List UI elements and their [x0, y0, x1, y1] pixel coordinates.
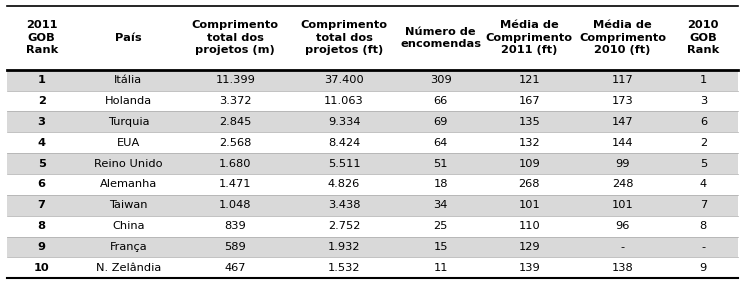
Text: França: França	[110, 242, 148, 252]
Text: -: -	[701, 242, 706, 252]
Text: Média de
Comprimento
2010 (ft): Média de Comprimento 2010 (ft)	[579, 20, 666, 55]
Text: 589: 589	[224, 242, 246, 252]
Text: 467: 467	[224, 263, 246, 273]
Text: 7: 7	[38, 200, 45, 210]
Text: 2: 2	[700, 138, 707, 148]
Text: 34: 34	[434, 200, 448, 210]
Text: 2: 2	[38, 96, 45, 106]
Text: Holanda: Holanda	[105, 96, 152, 106]
Text: 121: 121	[519, 75, 540, 85]
Bar	[7, 132, 738, 153]
Text: 129: 129	[519, 242, 540, 252]
Text: 9: 9	[38, 242, 45, 252]
Text: 268: 268	[519, 179, 540, 189]
Bar	[7, 174, 738, 195]
Bar	[7, 258, 738, 278]
Text: 138: 138	[612, 263, 633, 273]
Text: 3: 3	[38, 117, 45, 127]
Text: 5.511: 5.511	[328, 158, 361, 169]
Text: 3.438: 3.438	[328, 200, 361, 210]
Text: 96: 96	[615, 221, 630, 231]
Text: 64: 64	[434, 138, 448, 148]
Text: 144: 144	[612, 138, 633, 148]
Text: 15: 15	[434, 242, 448, 252]
Text: 839: 839	[224, 221, 246, 231]
Text: 10: 10	[34, 263, 49, 273]
Text: 1: 1	[700, 75, 707, 85]
Text: 7: 7	[700, 200, 707, 210]
Text: 9.334: 9.334	[328, 117, 361, 127]
Text: 309: 309	[430, 75, 451, 85]
Bar	[7, 111, 738, 132]
Text: 8: 8	[38, 221, 45, 231]
Text: 5: 5	[700, 158, 707, 169]
Text: 101: 101	[612, 200, 633, 210]
Text: 1: 1	[38, 75, 45, 85]
Text: 11.063: 11.063	[324, 96, 364, 106]
Text: 8.424: 8.424	[328, 138, 361, 148]
Text: 1.680: 1.680	[219, 158, 252, 169]
Text: 3: 3	[700, 96, 707, 106]
Text: 147: 147	[612, 117, 633, 127]
Text: EUA: EUA	[117, 138, 140, 148]
Text: Itália: Itália	[114, 75, 142, 85]
Text: 2010
GOB
Rank: 2010 GOB Rank	[687, 20, 720, 55]
Text: 1.048: 1.048	[219, 200, 252, 210]
Text: 167: 167	[519, 96, 540, 106]
Bar	[7, 6, 738, 70]
Text: 69: 69	[434, 117, 448, 127]
Text: China: China	[112, 221, 145, 231]
Text: 11: 11	[434, 263, 448, 273]
Text: 5: 5	[38, 158, 45, 169]
Text: 3.372: 3.372	[219, 96, 252, 106]
Text: Número de
encomendas: Número de encomendas	[400, 26, 481, 49]
Text: 4: 4	[38, 138, 45, 148]
Text: 8: 8	[700, 221, 707, 231]
Bar	[7, 153, 738, 174]
Bar	[7, 195, 738, 216]
Text: 9: 9	[700, 263, 707, 273]
Text: 132: 132	[519, 138, 540, 148]
Text: Turquia: Turquia	[107, 117, 149, 127]
Text: 11.399: 11.399	[215, 75, 256, 85]
Text: 135: 135	[519, 117, 540, 127]
Text: 51: 51	[434, 158, 448, 169]
Text: -: -	[621, 242, 624, 252]
Text: Taiwan: Taiwan	[109, 200, 148, 210]
Bar	[7, 237, 738, 258]
Text: 2011
GOB
Rank: 2011 GOB Rank	[25, 20, 58, 55]
Text: N. Zelândia: N. Zelândia	[95, 263, 161, 273]
Text: Comprimento
total dos
projetos (m): Comprimento total dos projetos (m)	[191, 20, 279, 55]
Text: 117: 117	[612, 75, 633, 85]
Text: País: País	[115, 33, 142, 43]
Text: 25: 25	[434, 221, 448, 231]
Text: 1.932: 1.932	[328, 242, 361, 252]
Text: 109: 109	[519, 158, 540, 169]
Text: 6: 6	[38, 179, 45, 189]
Text: 4: 4	[700, 179, 707, 189]
Text: 110: 110	[519, 221, 540, 231]
Text: 173: 173	[612, 96, 633, 106]
Bar	[7, 70, 738, 91]
Text: 99: 99	[615, 158, 630, 169]
Text: Comprimento
total dos
projetos (ft): Comprimento total dos projetos (ft)	[301, 20, 387, 55]
Text: 101: 101	[519, 200, 540, 210]
Text: Média de
Comprimento
2011 (ft): Média de Comprimento 2011 (ft)	[486, 20, 573, 55]
Bar	[7, 91, 738, 111]
Text: Reino Unido: Reino Unido	[94, 158, 162, 169]
Text: 4.826: 4.826	[328, 179, 361, 189]
Text: 248: 248	[612, 179, 633, 189]
Text: 18: 18	[434, 179, 448, 189]
Text: 2.845: 2.845	[219, 117, 252, 127]
Bar	[7, 216, 738, 237]
Text: 139: 139	[519, 263, 540, 273]
Text: 1.471: 1.471	[219, 179, 252, 189]
Text: 2.752: 2.752	[328, 221, 361, 231]
Text: 66: 66	[434, 96, 448, 106]
Text: 37.400: 37.400	[324, 75, 364, 85]
Text: Alemanha: Alemanha	[100, 179, 157, 189]
Text: 1.532: 1.532	[328, 263, 361, 273]
Text: 2.568: 2.568	[219, 138, 252, 148]
Text: 6: 6	[700, 117, 707, 127]
